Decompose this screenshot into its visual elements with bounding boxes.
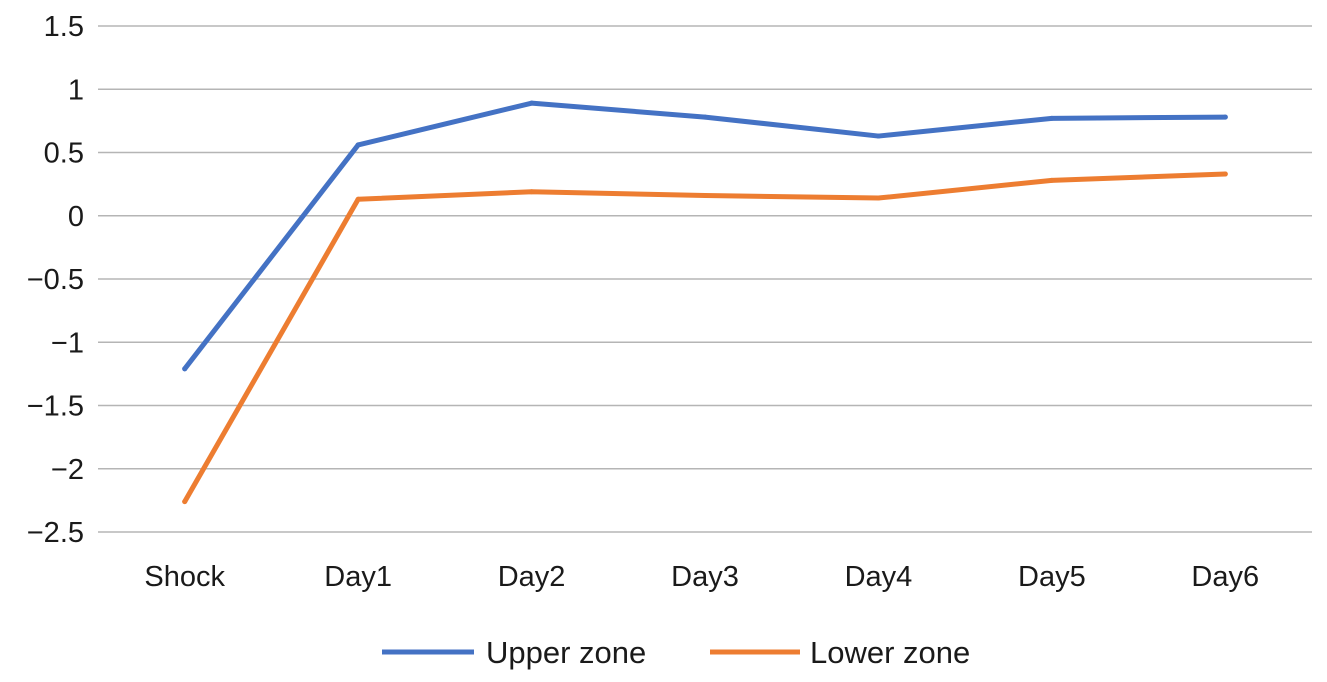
y-tick-label: 0 (68, 201, 84, 233)
legend-item: Upper zone (382, 635, 646, 670)
data-point (875, 133, 881, 139)
y-tick-label: 1 (68, 74, 84, 106)
data-point (1222, 114, 1228, 120)
x-tick-label: Day2 (498, 561, 566, 593)
y-tick-label: −2.5 (27, 517, 84, 549)
y-axis-tick-labels: 1.5 1 0.5 0 −0.5 −1 −1.5 −2 −2.5 (27, 11, 84, 549)
data-point (1222, 171, 1228, 177)
y-tick-label: −2 (51, 454, 84, 486)
data-point (1049, 115, 1055, 121)
legend-label: Lower zone (810, 635, 970, 670)
legend-item: Lower zone (710, 635, 970, 670)
data-point (529, 100, 535, 106)
data-point (702, 114, 708, 120)
data-point (875, 195, 881, 201)
data-point (529, 189, 535, 195)
x-tick-label: Shock (144, 561, 225, 593)
series-line-upper-zone (182, 100, 1228, 372)
x-tick-label: Day3 (671, 561, 739, 593)
series-lines (182, 100, 1228, 505)
gridlines (98, 25, 1312, 533)
x-axis-tick-labels: Shock Day1 Day2 Day3 Day4 Day5 Day6 (144, 561, 1259, 593)
series-line-lower-zone (182, 171, 1228, 505)
legend-label: Upper zone (486, 635, 646, 670)
x-tick-label: Day4 (845, 561, 913, 593)
data-point (182, 366, 188, 372)
legend: Upper zone Lower zone (382, 635, 970, 670)
y-tick-label: −0.5 (27, 264, 84, 296)
y-tick-label: 1.5 (44, 11, 84, 43)
data-point (355, 142, 361, 148)
x-tick-label: Day6 (1191, 561, 1259, 593)
x-tick-label: Day5 (1018, 561, 1086, 593)
x-tick-label: Day1 (324, 561, 392, 593)
data-point (1049, 177, 1055, 183)
data-point (702, 193, 708, 199)
y-tick-label: −1 (51, 327, 84, 359)
y-tick-label: −1.5 (27, 391, 84, 423)
y-tick-label: 0.5 (44, 138, 84, 170)
data-point (355, 196, 361, 202)
data-point (182, 499, 188, 505)
